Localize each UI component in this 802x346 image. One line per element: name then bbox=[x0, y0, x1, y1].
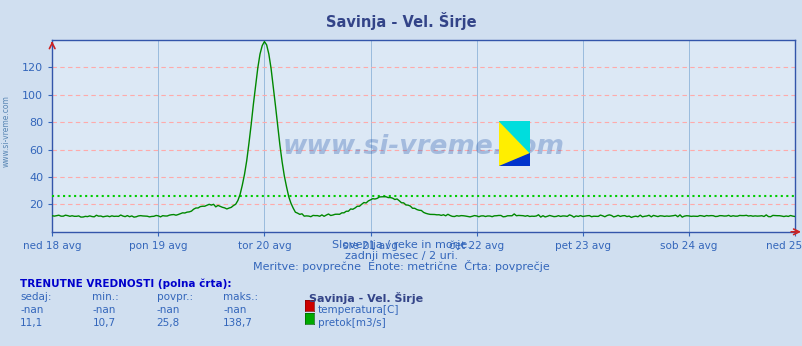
Text: TRENUTNE VREDNOSTI (polna črta):: TRENUTNE VREDNOSTI (polna črta): bbox=[20, 279, 231, 289]
Polygon shape bbox=[499, 153, 529, 166]
Text: -nan: -nan bbox=[92, 305, 115, 315]
Text: 25,8: 25,8 bbox=[156, 318, 180, 328]
Text: temperatura[C]: temperatura[C] bbox=[318, 305, 399, 315]
Text: sedaj:: sedaj: bbox=[20, 292, 51, 302]
Text: min.:: min.: bbox=[92, 292, 119, 302]
Text: www.si-vreme.com: www.si-vreme.com bbox=[2, 95, 11, 167]
Text: 138,7: 138,7 bbox=[223, 318, 253, 328]
Text: -nan: -nan bbox=[156, 305, 180, 315]
Text: -nan: -nan bbox=[20, 305, 43, 315]
Text: maks.:: maks.: bbox=[223, 292, 258, 302]
Text: 11,1: 11,1 bbox=[20, 318, 43, 328]
Text: zadnji mesec / 2 uri.: zadnji mesec / 2 uri. bbox=[345, 251, 457, 261]
Text: pretok[m3/s]: pretok[m3/s] bbox=[318, 318, 385, 328]
Text: Slovenija / reke in morje.: Slovenija / reke in morje. bbox=[332, 240, 470, 251]
Text: Meritve: povprečne  Enote: metrične  Črta: povprečje: Meritve: povprečne Enote: metrične Črta:… bbox=[253, 260, 549, 272]
Text: Savinja - Vel. Širje: Savinja - Vel. Širje bbox=[326, 12, 476, 30]
Text: povpr.:: povpr.: bbox=[156, 292, 192, 302]
Text: -nan: -nan bbox=[223, 305, 246, 315]
Text: 10,7: 10,7 bbox=[92, 318, 115, 328]
Polygon shape bbox=[499, 121, 529, 153]
Text: www.si-vreme.com: www.si-vreme.com bbox=[282, 134, 564, 160]
Text: Savinja - Vel. Širje: Savinja - Vel. Širje bbox=[309, 292, 423, 304]
